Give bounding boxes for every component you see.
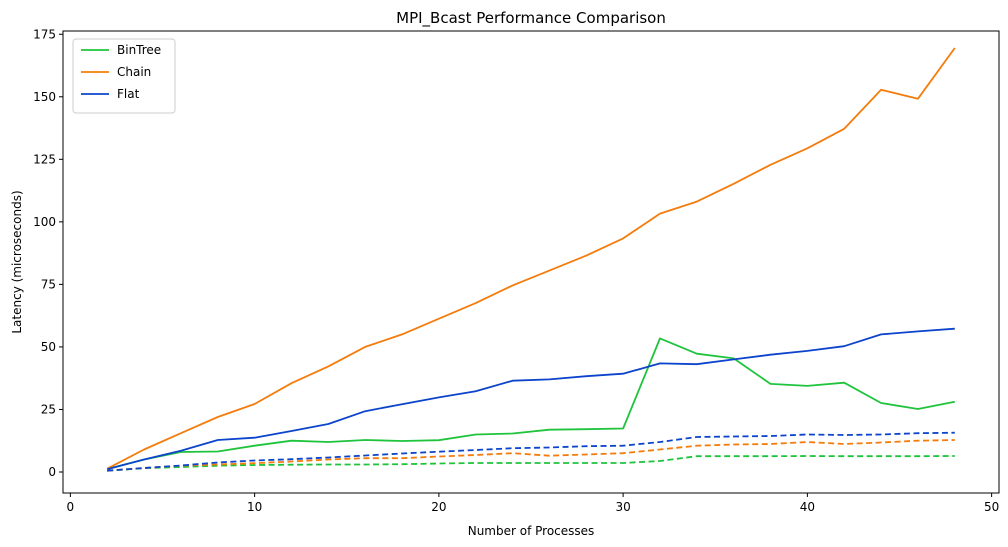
x-axis-label: Number of Processes bbox=[468, 524, 595, 538]
legend: BinTree Chain Flat bbox=[72, 38, 176, 114]
y-tick-label: 50 bbox=[41, 340, 56, 354]
y-tick-label: 0 bbox=[48, 465, 56, 479]
y-tick-label: 150 bbox=[33, 90, 56, 104]
legend-label-bintree: BinTree bbox=[117, 43, 161, 57]
x-tick-label: 40 bbox=[800, 500, 815, 514]
plot-frame bbox=[62, 30, 1000, 494]
plot-area bbox=[106, 47, 956, 472]
legend-label-chain: Chain bbox=[117, 65, 151, 79]
y-tick-label: 25 bbox=[41, 402, 56, 416]
series-line-chain bbox=[106, 47, 956, 470]
legend-label-flat: Flat bbox=[117, 87, 140, 101]
series-line-bintree bbox=[106, 337, 955, 470]
series-line-dashed-3 bbox=[107, 455, 955, 472]
x-tick-label: 50 bbox=[984, 500, 999, 514]
y-tick-label: 100 bbox=[33, 215, 56, 229]
series-line-dashed-4 bbox=[107, 439, 955, 472]
series-line-dashed-5 bbox=[107, 431, 955, 472]
x-tick-label: 10 bbox=[247, 500, 262, 514]
y-tick-label: 175 bbox=[33, 27, 56, 41]
x-tick-label: 30 bbox=[615, 500, 630, 514]
x-tick-label: 0 bbox=[67, 500, 75, 514]
y-axis-label: Latency (microseconds) bbox=[10, 190, 24, 333]
y-tick-label: 125 bbox=[33, 152, 56, 166]
series-line-flat bbox=[106, 327, 955, 471]
chart-title: MPI_Bcast Performance Comparison bbox=[396, 9, 666, 28]
x-tick-label: 20 bbox=[431, 500, 446, 514]
y-tick-label: 75 bbox=[41, 277, 56, 291]
